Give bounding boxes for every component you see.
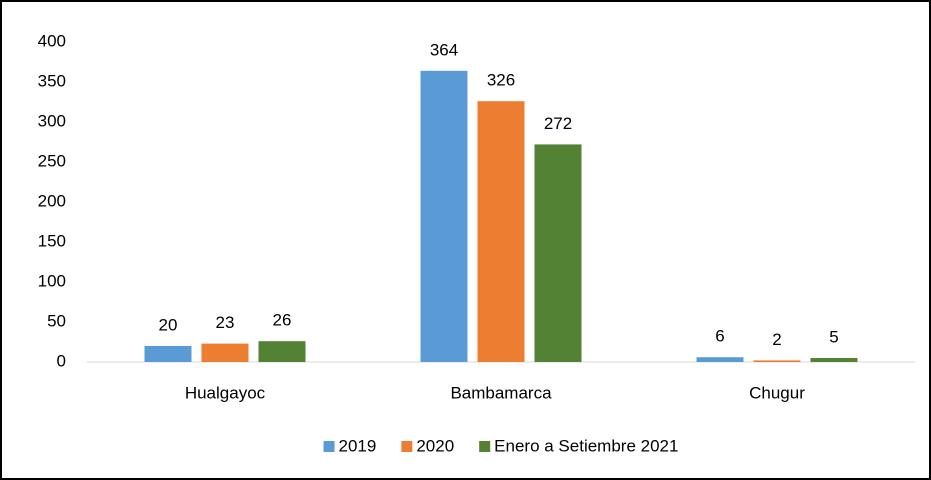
y-tick-label: 350 — [38, 71, 66, 90]
data-label: 272 — [544, 114, 572, 133]
data-label: 6 — [715, 327, 724, 346]
bar — [810, 358, 858, 362]
bar — [753, 360, 801, 362]
bar — [696, 357, 744, 362]
data-label: 2 — [772, 330, 781, 349]
data-label: 20 — [159, 315, 178, 334]
legend-swatch — [479, 441, 491, 452]
data-label: 26 — [273, 311, 292, 330]
y-tick-label: 200 — [38, 191, 66, 210]
y-tick-label: 100 — [38, 271, 66, 290]
legend-label: 2020 — [416, 436, 454, 455]
bar — [477, 101, 525, 362]
legend-label: Enero a Setiembre 2021 — [494, 436, 678, 455]
x-tick-label: Bambamarca — [450, 383, 552, 402]
legend-swatch — [401, 441, 413, 452]
legend-swatch — [323, 441, 335, 452]
y-tick-label: 0 — [57, 351, 66, 370]
y-tick-label: 50 — [47, 311, 66, 330]
y-tick-label: 250 — [38, 151, 66, 170]
x-tick-label: Chugur — [749, 383, 805, 402]
bar — [534, 144, 582, 362]
x-tick-label: Hualgayoc — [185, 383, 266, 402]
y-tick-label: 400 — [38, 31, 66, 50]
data-label: 5 — [829, 327, 838, 346]
data-label: 23 — [216, 313, 235, 332]
bar — [420, 70, 468, 363]
legend-label: 2019 — [339, 436, 377, 455]
bar — [201, 343, 249, 362]
data-label: 364 — [430, 40, 458, 59]
data-label: 326 — [487, 71, 515, 90]
y-tick-label: 300 — [38, 111, 66, 130]
bar — [258, 341, 306, 362]
y-tick-label: 150 — [38, 231, 66, 250]
bar — [144, 346, 192, 362]
